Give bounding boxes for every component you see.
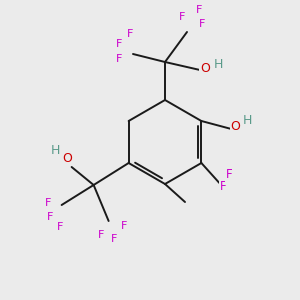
Text: F: F bbox=[110, 234, 117, 244]
Text: F: F bbox=[220, 181, 227, 194]
Text: F: F bbox=[199, 19, 205, 29]
Text: F: F bbox=[127, 29, 133, 39]
Text: H: H bbox=[213, 58, 223, 70]
Text: F: F bbox=[98, 230, 104, 240]
Text: F: F bbox=[120, 221, 127, 231]
Text: O: O bbox=[200, 61, 210, 74]
Text: F: F bbox=[116, 39, 122, 49]
Text: F: F bbox=[44, 198, 51, 208]
Text: F: F bbox=[226, 169, 233, 182]
Text: O: O bbox=[230, 121, 240, 134]
Text: F: F bbox=[46, 212, 53, 222]
Text: F: F bbox=[56, 222, 63, 232]
Text: H: H bbox=[243, 115, 252, 128]
Text: O: O bbox=[63, 152, 73, 166]
Text: F: F bbox=[196, 5, 202, 15]
Text: F: F bbox=[116, 54, 122, 64]
Text: F: F bbox=[179, 12, 185, 22]
Text: H: H bbox=[51, 145, 60, 158]
